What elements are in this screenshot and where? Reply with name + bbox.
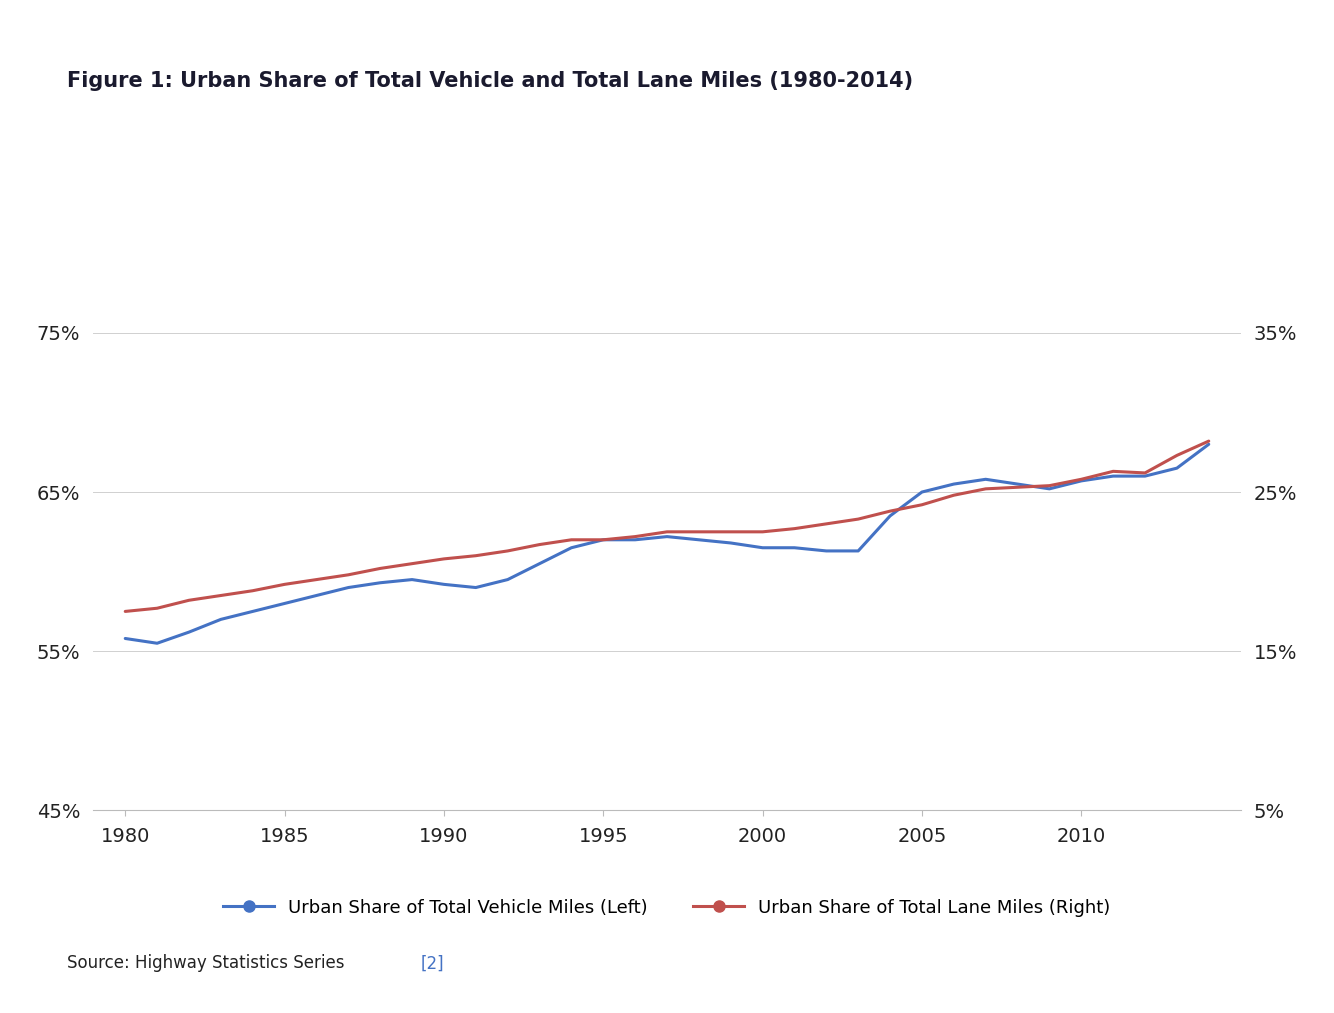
Text: Figure 1: Urban Share of Total Vehicle and Total Lane Miles (1980-2014): Figure 1: Urban Share of Total Vehicle a…	[67, 71, 912, 91]
Text: [2]: [2]	[420, 954, 444, 972]
Legend: Urban Share of Total Vehicle Miles (Left), Urban Share of Total Lane Miles (Righ: Urban Share of Total Vehicle Miles (Left…	[216, 891, 1118, 924]
Text: Source: Highway Statistics Series: Source: Highway Statistics Series	[67, 954, 344, 972]
